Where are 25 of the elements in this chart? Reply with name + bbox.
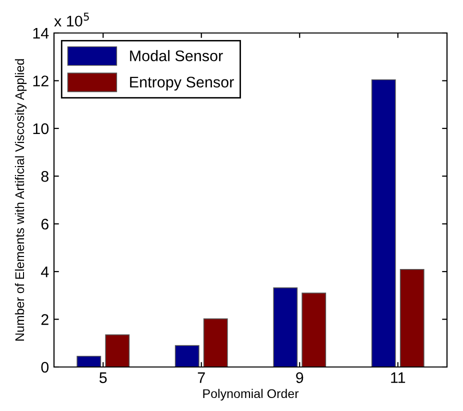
y-tick-label: 0 [41, 362, 49, 373]
bar [174, 345, 200, 367]
legend-label: Entropy Sensor [130, 76, 234, 91]
y-tick-label: 2 [41, 314, 48, 325]
bar [302, 292, 326, 367]
bar [105, 334, 130, 367]
y-tick-label: 14 [33, 28, 49, 39]
bar [203, 318, 228, 367]
legend-label: Modal Sensor [130, 50, 223, 62]
x-axis-title: Polynomial Order [203, 388, 299, 401]
y-tick-label: 12 [33, 76, 48, 86]
x-tick-label: 9 [296, 372, 304, 384]
y-tick-label: 8 [41, 171, 48, 182]
y-tick-label: 10 [33, 123, 49, 134]
x-tick-label: 7 [198, 372, 205, 383]
y-axis-title: Number of Elements with Artificial Viscosity Applied [14, 59, 27, 341]
x-tick-label: 5 [99, 372, 107, 384]
bar [76, 356, 102, 367]
bar [273, 287, 298, 367]
y-tick-label: 4 [40, 266, 49, 278]
bar [400, 269, 424, 367]
x-tick-label: 11 [391, 372, 406, 383]
y-tick-label: 6 [41, 218, 48, 230]
text: x 10$^{5}$ [54, 12, 89, 27]
bar [371, 79, 396, 367]
